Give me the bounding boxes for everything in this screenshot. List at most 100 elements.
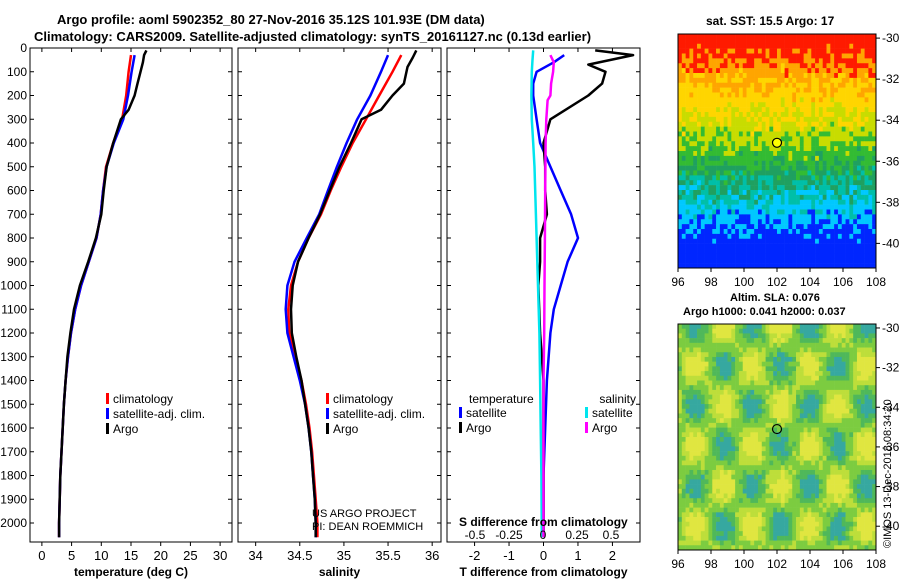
sst_map-cell [681, 126, 686, 132]
sst_map-cell [845, 238, 850, 244]
sla_map-cell [868, 507, 873, 513]
sla_map-cell [704, 408, 709, 414]
sla_map-cell [750, 460, 755, 466]
sla_map-cell [872, 427, 877, 433]
sla_map-cell [700, 427, 705, 433]
sla_map-cell [796, 375, 801, 381]
sst_map-cell [754, 248, 759, 254]
sla_map-cell [765, 474, 770, 480]
sla_map-cell [799, 455, 804, 461]
sla_map-cell [750, 488, 755, 494]
sst_map-cell [788, 116, 793, 123]
sla_map-cell [864, 413, 869, 419]
sla_map-cell [860, 507, 865, 513]
sla_map-cell [769, 380, 774, 386]
sla_map-cell [841, 328, 846, 334]
sst_map-cell [761, 141, 766, 147]
sst_map-cell [681, 87, 686, 93]
sst_map-cell [822, 160, 827, 166]
sst_map-cell [830, 82, 835, 88]
sst_map-cell [868, 160, 873, 166]
sst_map-cell [864, 238, 869, 244]
sst_map-cell [807, 151, 812, 157]
sla_map-cell [685, 389, 690, 395]
sst_map-cell [856, 263, 862, 269]
sla_map-cell [792, 507, 797, 513]
sla_map-cell [754, 385, 759, 391]
sst_map-cell [716, 92, 721, 98]
sla_map-cell [815, 427, 820, 433]
sla_map-cell [678, 498, 683, 504]
sla_map-cell [834, 356, 839, 362]
sla_map-cell [689, 498, 694, 504]
sla_map-cell [784, 502, 789, 508]
temperature-xtick-label: 0 [38, 548, 45, 563]
sst_map-cell [773, 204, 778, 210]
sst_map-cell [868, 34, 873, 40]
sla_map-cell [822, 469, 827, 475]
sst_map-cell [746, 131, 751, 137]
sla_map-cell [796, 484, 801, 490]
sst_map-cell [872, 238, 877, 244]
sla_map-cell [803, 432, 808, 438]
sla_map-cell [815, 347, 820, 353]
sst_map-cell [700, 126, 705, 132]
sla_map-cell [678, 446, 683, 452]
sla_map-cell [841, 479, 846, 485]
sla_map-cell [685, 356, 690, 362]
sst_map-cell [792, 141, 797, 147]
sst_map-cell [681, 185, 686, 191]
sst_map-cell [731, 38, 736, 45]
sst_map-cell [761, 258, 766, 264]
sla_map-cell [864, 394, 869, 400]
sst_map-cell [807, 165, 812, 171]
sst_map-cell [841, 233, 846, 240]
sst_map-cell [689, 224, 694, 230]
sla_map-cell [845, 422, 850, 428]
sla_map-cell [868, 408, 873, 414]
sla_map-cell [678, 352, 683, 358]
sla_map-cell [716, 371, 721, 377]
sla_map-cell [864, 366, 869, 372]
sst_map-cell [716, 68, 721, 74]
sst_map-cell [834, 224, 839, 230]
sst_map-cell [799, 48, 804, 54]
sst_map-cell [693, 233, 698, 240]
sst_map-cell [826, 194, 831, 201]
sst_map-cell [750, 53, 755, 59]
sla_map-cell [678, 413, 683, 419]
differences-xtick-label: 1 [574, 548, 581, 563]
sla_map-cell [807, 451, 812, 457]
sla_map-cell [864, 389, 869, 395]
sst_map-cell [708, 233, 713, 240]
sla_map-cell [860, 441, 865, 447]
sla_map-cell [693, 498, 698, 504]
sla_map-cell [872, 507, 877, 513]
sst_map-cell [845, 126, 850, 132]
sst_map-cell [750, 82, 755, 88]
sla_map-cell [784, 469, 789, 475]
sst_map-cell [860, 180, 865, 186]
sst_map-cell [853, 165, 858, 171]
salinity-legend-swatch [326, 393, 329, 404]
sst_map-cell [780, 229, 785, 235]
sla_map-cell [731, 446, 736, 452]
sla_map-cell [834, 512, 839, 518]
sst_map-cell [837, 209, 843, 215]
sla_map-cell [750, 366, 755, 372]
sla_map-cell [738, 441, 744, 447]
sla_map-cell [678, 408, 683, 414]
sla_map-cell [868, 437, 873, 443]
sst_map-cell [678, 77, 683, 84]
sla_map-cell [681, 521, 686, 527]
sst_map-cell [849, 238, 854, 244]
sst_map-cell [681, 194, 686, 201]
sst_map-cell [803, 112, 808, 118]
sst_map-cell [872, 170, 877, 176]
sla_map-cell [860, 371, 865, 377]
sst_map-cell [689, 121, 694, 127]
sst_map-cell [796, 107, 801, 113]
sla_map-cell [735, 366, 740, 372]
sla_map-cell [765, 488, 770, 494]
sst_map-cell [773, 229, 778, 235]
